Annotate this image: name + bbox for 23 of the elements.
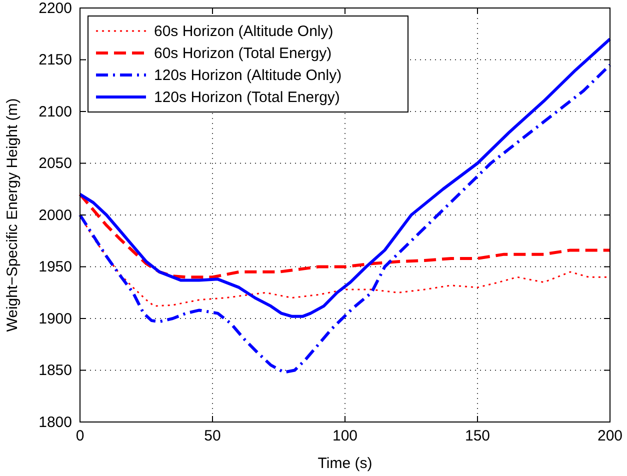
y-tick-label: 2200 (38, 0, 72, 17)
legend-label: 120s Horizon (Altitude Only) (154, 67, 342, 84)
y-tick-label: 1800 (38, 414, 72, 431)
line-series (78, 192, 612, 279)
line-series (78, 38, 612, 318)
x-tick-label: 150 (464, 428, 490, 445)
x-tick-label: 200 (597, 428, 623, 445)
x-tick-label: 100 (332, 428, 358, 445)
x-tick-label: 50 (204, 428, 221, 445)
y-axis-title: Weight−Specific Energy Height (m) (4, 98, 21, 332)
x-axis-title: Time (s) (318, 455, 372, 472)
legend-label: 120s Horizon (Total Energy) (154, 89, 340, 106)
y-tick-label: 2100 (38, 103, 72, 120)
y-tick-label: 2150 (38, 52, 72, 69)
y-tick-label: 1900 (38, 310, 72, 328)
y-tick-label: 1950 (38, 258, 72, 276)
legend-label: 60s Horizon (Altitude Only) (154, 23, 334, 40)
line-series (78, 63, 612, 374)
y-tick-label: 1850 (38, 362, 72, 380)
y-tick-label: 2050 (38, 155, 72, 172)
x-tick-label: 0 (76, 428, 84, 445)
legend-label: 60s Horizon (Total Energy) (154, 45, 332, 62)
y-tick-label: 2000 (38, 206, 72, 224)
